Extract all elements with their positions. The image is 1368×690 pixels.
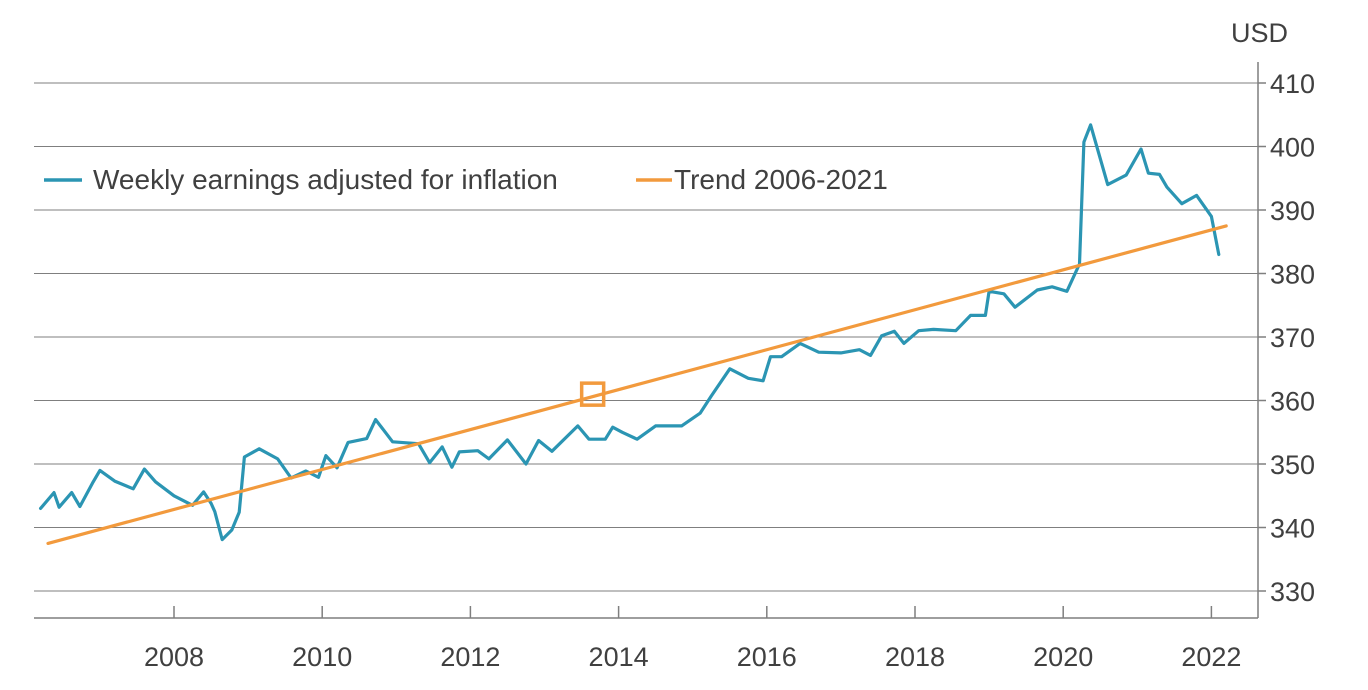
y-tick-label: 330 xyxy=(1270,577,1315,607)
series-trend-line xyxy=(46,224,1228,546)
x-tick-label: 2022 xyxy=(1181,642,1241,672)
axes xyxy=(34,62,1259,619)
y-tick-label: 390 xyxy=(1270,196,1315,226)
y-tick-label: 400 xyxy=(1270,133,1315,163)
x-tick-label: 2016 xyxy=(737,642,797,672)
series-lines xyxy=(38,123,1228,546)
x-tick-label: 2010 xyxy=(292,642,352,672)
x-tick-label: 2014 xyxy=(589,642,649,672)
legend-label-trend: Trend 2006-2021 xyxy=(674,164,888,195)
annotations xyxy=(579,381,606,407)
y-tick-label: 360 xyxy=(1270,387,1315,417)
x-tick-label: 2012 xyxy=(440,642,500,672)
x-tick-label: 2008 xyxy=(144,642,204,672)
legend: Weekly earnings adjusted for inflation T… xyxy=(44,164,888,195)
y-tick-label: 380 xyxy=(1270,260,1315,290)
y-tick-label: 340 xyxy=(1270,514,1315,544)
y-tick-label: 350 xyxy=(1270,450,1315,480)
x-tick-label: 2018 xyxy=(885,642,945,672)
y-tick-label: 410 xyxy=(1270,69,1315,99)
unit-label: USD xyxy=(1231,18,1288,48)
series-earnings-line xyxy=(38,123,1221,542)
highlight-square-marker xyxy=(579,381,606,407)
tick-labels: 330 340 350 360 370 380 390 400 410 2008 2010 2012 2… xyxy=(144,69,1315,672)
legend-label-earnings: Weekly earnings adjusted for inflation xyxy=(93,164,558,195)
x-tick-label: 2020 xyxy=(1033,642,1093,672)
gridlines xyxy=(34,82,1258,592)
y-tick-label: 370 xyxy=(1270,323,1315,353)
